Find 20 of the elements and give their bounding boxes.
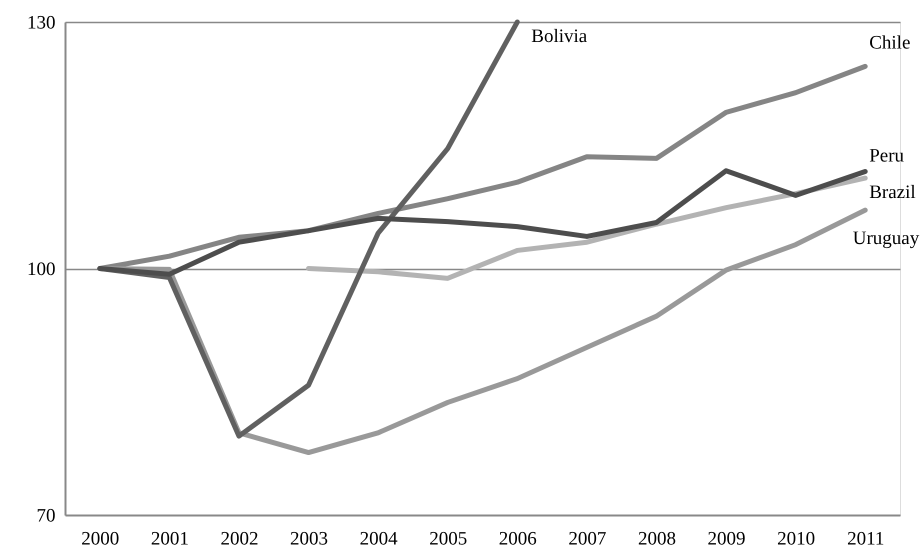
x-tick-label: 2002 [220,528,258,550]
x-tick-label: 2011 [847,528,884,550]
series-label: Brazil [869,182,916,204]
y-tick-label: 130 [27,12,56,34]
y-tick-label: 70 [36,506,56,526]
x-tick-label: 2003 [290,528,328,550]
x-tick-label: 2008 [638,528,676,550]
series-label: Bolivia [531,26,588,47]
series-label: Peru [869,146,905,167]
x-tick-label: 2007 [568,528,606,550]
x-tick-label: 2001 [150,528,189,550]
x-tick-label: 2009 [708,528,746,550]
x-tick-label: 2004 [360,528,398,550]
series-label: Uruguay [852,228,920,250]
x-tick-label: 2005 [429,528,468,550]
series-label: Chile [869,32,910,54]
x-tick-label: 2010 [777,528,816,550]
y-tick-label: 100 [27,259,56,280]
x-tick-label: 2000 [81,528,120,550]
x-tick-label: 2006 [498,528,537,550]
